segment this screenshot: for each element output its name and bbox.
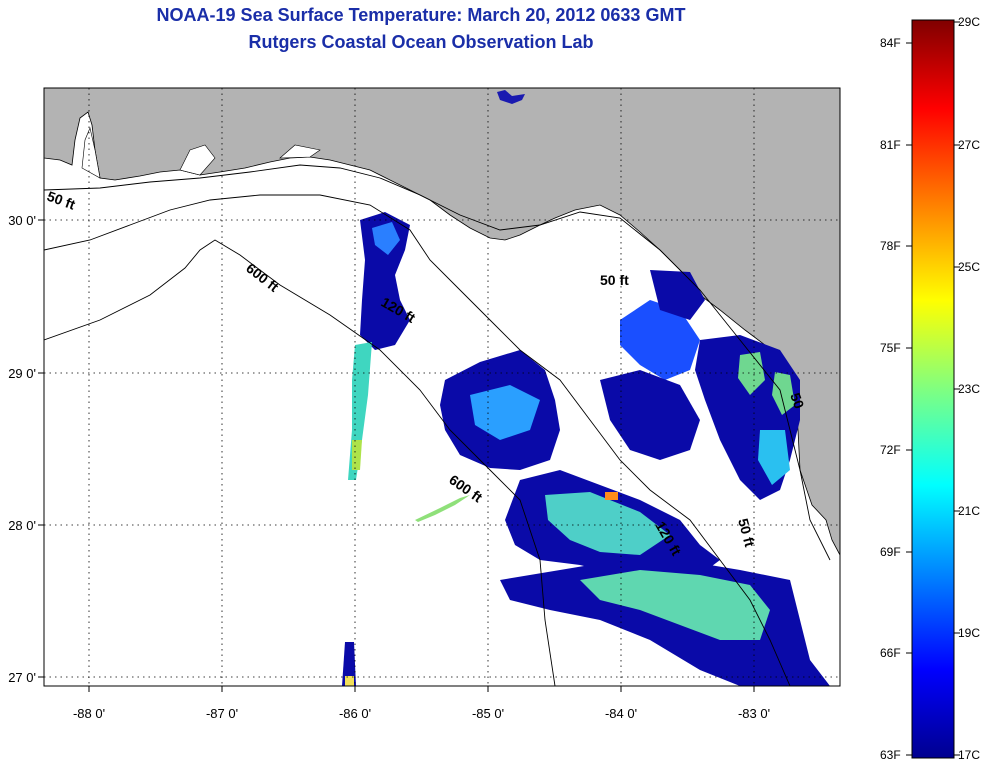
colorbar-f-label: 69F — [880, 545, 901, 559]
colorbar-f-label: 72F — [880, 443, 901, 457]
lat-label: 28 0' — [8, 518, 36, 533]
lat-label: 27 0' — [8, 670, 36, 685]
colorbar-c-label: 29C — [958, 15, 980, 29]
lon-label: -88 0' — [73, 706, 105, 721]
lon-label: -85 0' — [472, 706, 504, 721]
colorbar-c-label: 27C — [958, 138, 980, 152]
colorbar-f-label: 81F — [880, 138, 901, 152]
contour-label: 50 ft — [600, 272, 629, 288]
colorbar-c-label: 17C — [958, 748, 980, 762]
map-subtitle: Rutgers Coastal Ocean Observation Lab — [248, 32, 594, 52]
lat-label: 29 0' — [8, 366, 36, 381]
contour-label: 50 ft — [735, 517, 758, 549]
colorbar-c-label: 19C — [958, 626, 980, 640]
sst-patches — [342, 212, 830, 686]
frame-ticks — [38, 219, 755, 692]
bay — [279, 144, 321, 159]
bathymetry-contours — [44, 164, 831, 686]
lon-label: -84 0' — [605, 706, 637, 721]
lake — [497, 90, 525, 104]
colorbar-f-label: 63F — [880, 748, 901, 762]
lon-label: -87 0' — [206, 706, 238, 721]
lon-label: -83 0' — [738, 706, 770, 721]
colorbar-ticks — [906, 21, 960, 756]
lat-label: 30 0' — [8, 213, 36, 228]
colorbar-f-label: 84F — [880, 36, 901, 50]
colorbar-c-label: 23C — [958, 382, 980, 396]
colorbar-f-label: 75F — [880, 341, 901, 355]
map-title: NOAA-19 Sea Surface Temperature: March 2… — [156, 5, 686, 25]
graticule — [44, 88, 840, 686]
colorbar-c-label: 25C — [958, 260, 980, 274]
bay — [81, 127, 101, 179]
colorbar-f-label: 66F — [880, 646, 901, 660]
colorbar-c-label: 21C — [958, 504, 980, 518]
colorbar — [911, 19, 955, 759]
contour-label: 50 — [787, 391, 807, 411]
lon-label: -86 0' — [339, 706, 371, 721]
colorbar-f-label: 78F — [880, 239, 901, 253]
bay — [179, 144, 216, 176]
